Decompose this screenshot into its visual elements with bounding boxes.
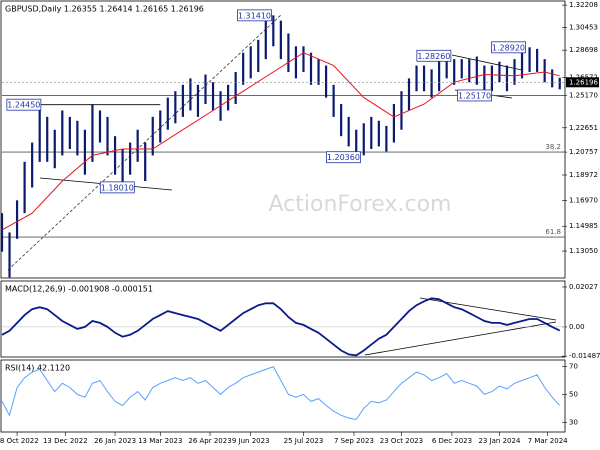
annotation-label: 1.24450 [7, 101, 40, 110]
panel-title: RSI(14) 42.1120 [5, 364, 70, 373]
y-tick-label: 1.22651 [569, 124, 598, 132]
annotation-label: 1.20360 [327, 153, 360, 162]
panel-frame [0, 359, 566, 433]
panel-title: GBPUSD,Daily 1.26355 1.26414 1.26165 1.2… [5, 5, 204, 14]
y-tick-label: 1.16970 [569, 197, 598, 205]
y-tick-label: 0.02027 [569, 283, 598, 291]
y-tick-label: 50 [569, 390, 578, 398]
last-price-box [566, 77, 599, 88]
indicator-line [1, 297, 561, 357]
annotation-box [237, 9, 272, 22]
y-tick-label: 1.13050 [569, 247, 598, 255]
x-tick-label: 7 Sep 2023 [334, 437, 374, 445]
annotation-label: 1.28260 [417, 52, 450, 61]
trendline [7, 13, 283, 271]
annotation-label: 1.28920 [492, 43, 525, 52]
y-tick-label: 1.30453 [569, 24, 598, 32]
moving-average [1, 52, 560, 231]
x-tick-label: 25 Jul 2023 [284, 437, 324, 445]
annotation-label: 1.31410 [238, 11, 271, 20]
y-tick-label: 1.20757 [569, 148, 598, 156]
trendline [451, 54, 523, 71]
x-tick-label: 13 Dec 2022 [43, 437, 88, 445]
indicator-line [1, 365, 561, 421]
level-label: 61.8 [545, 228, 561, 236]
annotation-box [491, 41, 526, 54]
trendline [364, 321, 557, 356]
x-tick-label: 26 Jan 2023 [94, 437, 136, 445]
x-tick-label: 13 Mar 2023 [138, 437, 182, 445]
annotation-box [457, 89, 492, 102]
y-tick-label: -0.014877 [569, 352, 600, 360]
watermark: ActionForex.com [269, 192, 452, 217]
annotation-label: 1.25170 [458, 91, 491, 100]
y-tick-label: 1.32208 [569, 1, 598, 9]
y-tick-label: 1.14985 [569, 222, 598, 230]
annotation-box [6, 98, 42, 111]
x-tick-label: 9 Jun 2023 [232, 437, 270, 445]
last-price-label: 1.26196 [569, 78, 598, 86]
y-tick-label: 70 [569, 363, 578, 371]
x-tick-label: 23 Jan 2024 [478, 437, 521, 445]
y-tick-label: 30 [569, 418, 578, 426]
level-label: 38.2 [545, 143, 561, 151]
annotation-box [416, 49, 452, 62]
x-tick-label: 6 Dec 2023 [432, 437, 472, 445]
panel-title: MACD(12,26,9) -0.001908 -0.000151 [5, 285, 153, 294]
x-tick-label: 7 Mar 2024 [528, 437, 568, 445]
x-tick-label: 28 Oct 2022 [0, 437, 39, 445]
annotation-box [99, 181, 135, 194]
y-tick-label: 1.18972 [569, 171, 598, 179]
x-tick-label: 23 Oct 2023 [380, 437, 423, 445]
x-tick-label: 26 Apr 2023 [188, 437, 231, 445]
panel-frame [0, 280, 566, 358]
y-tick-label: 1.25170 [569, 91, 598, 99]
annotation-label: 1.18010 [101, 183, 134, 192]
y-tick-label: 1.28698 [569, 46, 598, 54]
panel-frame [0, 0, 566, 279]
annotation-box [326, 151, 361, 164]
y-tick-label: 0.00 [569, 323, 585, 331]
